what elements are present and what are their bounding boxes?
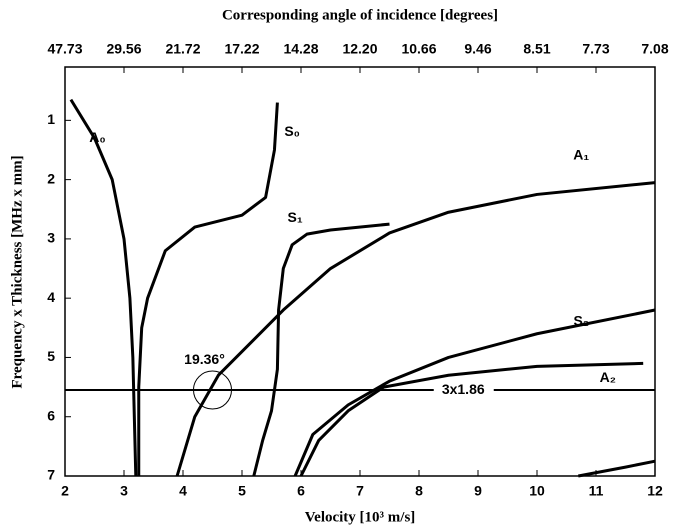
curve <box>252 222 390 477</box>
y-tick-label: 2 <box>47 170 55 186</box>
x-tick-label: 7 <box>356 483 364 499</box>
x-tick-label: 10 <box>529 483 545 499</box>
y-axis-title: Frequency x Thickness [MHz x mm] <box>9 155 25 388</box>
x-tick-label: 5 <box>238 483 246 499</box>
curve-label: S₀ <box>284 123 300 139</box>
top-tick-label: 17.22 <box>224 41 259 57</box>
top-tick-label: 12.20 <box>342 41 377 57</box>
curve <box>69 98 138 477</box>
annotation-circle <box>193 370 232 410</box>
x-axis-title: Velocity [10³ m/s] <box>305 509 416 525</box>
reference-label-bg <box>433 381 494 400</box>
x-tick-label: 6 <box>297 483 305 499</box>
curve <box>578 459 656 478</box>
curve <box>293 308 656 477</box>
y-tick-label: 4 <box>47 289 55 305</box>
top-tick-label: 14.28 <box>283 41 318 57</box>
x-tick-label: 12 <box>647 483 663 499</box>
top-tick-label: 7.08 <box>641 41 668 57</box>
curve-label: A₀ <box>89 129 105 145</box>
curve-label: S₂ <box>573 313 589 329</box>
annotation-text: 19.36° <box>184 351 225 367</box>
top-tick-label: 29.56 <box>106 41 141 57</box>
top-tick-label: 8.51 <box>523 41 550 57</box>
x-tick-label: 11 <box>589 483 604 499</box>
top-tick-label: 7.73 <box>582 41 609 57</box>
y-tick-label: 7 <box>47 467 55 483</box>
curve-label: S₁ <box>288 209 303 225</box>
top-tick-label: 10.66 <box>401 41 436 57</box>
x-tick-label: 3 <box>120 483 128 499</box>
x-tick-label: 8 <box>415 483 423 499</box>
curve-label: A₂ <box>600 369 616 385</box>
x-tick-label: 9 <box>474 483 482 499</box>
top-tick-label: 47.73 <box>47 41 82 57</box>
y-tick-label: 1 <box>47 111 55 127</box>
top-tick-label: 21.72 <box>165 41 200 57</box>
x-tick-label: 4 <box>179 483 187 499</box>
y-tick-label: 3 <box>47 230 55 246</box>
x-tick-label: 2 <box>61 483 69 499</box>
curve <box>299 361 644 477</box>
plot-frame <box>64 66 656 477</box>
curve-label: A₁ <box>573 147 589 163</box>
curve <box>137 102 279 476</box>
y-tick-label: 6 <box>47 407 55 423</box>
top-axis-title: Corresponding angle of incidence [degree… <box>222 7 498 23</box>
reference-label: 3x1.86 <box>442 381 485 397</box>
curve <box>175 181 656 477</box>
top-tick-label: 9.46 <box>464 41 491 57</box>
y-tick-label: 5 <box>47 348 55 364</box>
